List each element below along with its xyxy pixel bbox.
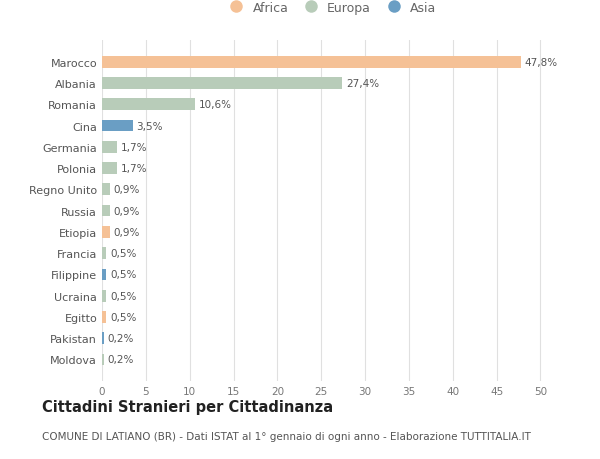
Bar bbox=[102, 184, 110, 196]
Bar bbox=[102, 163, 117, 174]
Text: 0,5%: 0,5% bbox=[110, 312, 136, 322]
Bar bbox=[102, 99, 195, 111]
Bar bbox=[102, 120, 133, 132]
Text: 0,2%: 0,2% bbox=[107, 355, 134, 365]
Text: 0,9%: 0,9% bbox=[113, 206, 140, 216]
Bar bbox=[102, 269, 106, 280]
Text: 0,5%: 0,5% bbox=[110, 270, 136, 280]
Bar bbox=[102, 311, 106, 323]
Bar bbox=[102, 290, 106, 302]
Text: 1,7%: 1,7% bbox=[121, 142, 147, 152]
Bar bbox=[102, 78, 342, 90]
Text: 0,9%: 0,9% bbox=[113, 227, 140, 237]
Text: 0,5%: 0,5% bbox=[110, 291, 136, 301]
Bar bbox=[102, 142, 117, 153]
Bar bbox=[102, 248, 106, 259]
Bar bbox=[102, 57, 521, 68]
Text: Cittadini Stranieri per Cittadinanza: Cittadini Stranieri per Cittadinanza bbox=[42, 399, 333, 414]
Text: 0,2%: 0,2% bbox=[107, 334, 134, 343]
Text: 0,5%: 0,5% bbox=[110, 249, 136, 258]
Text: COMUNE DI LATIANO (BR) - Dati ISTAT al 1° gennaio di ogni anno - Elaborazione TU: COMUNE DI LATIANO (BR) - Dati ISTAT al 1… bbox=[42, 431, 531, 442]
Text: 1,7%: 1,7% bbox=[121, 164, 147, 174]
Text: 10,6%: 10,6% bbox=[199, 100, 232, 110]
Text: 47,8%: 47,8% bbox=[524, 57, 558, 67]
Bar bbox=[102, 205, 110, 217]
Text: 27,4%: 27,4% bbox=[346, 79, 379, 89]
Bar bbox=[102, 227, 110, 238]
Text: 0,9%: 0,9% bbox=[113, 185, 140, 195]
Bar bbox=[102, 333, 104, 344]
Legend: Africa, Europa, Asia: Africa, Europa, Asia bbox=[219, 0, 441, 20]
Bar bbox=[102, 354, 104, 365]
Text: 3,5%: 3,5% bbox=[136, 121, 163, 131]
